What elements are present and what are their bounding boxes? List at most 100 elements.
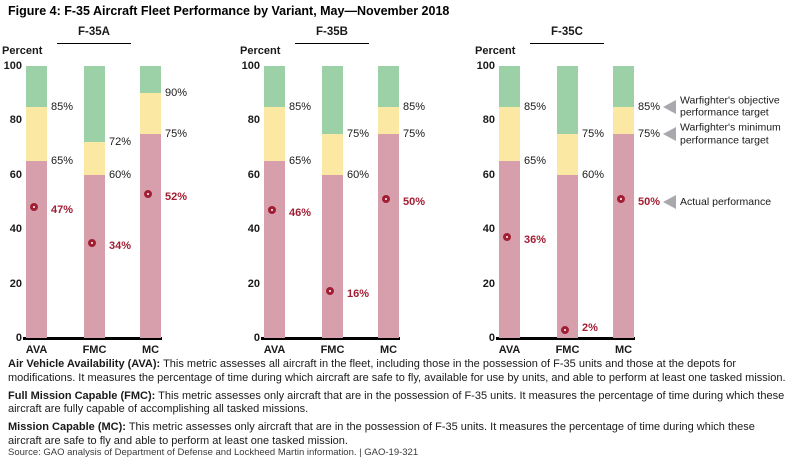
category-label-mc: MC <box>141 344 160 356</box>
legend-arrow-icon <box>663 99 676 114</box>
actual-performance-label: 52% <box>165 190 188 203</box>
objective-target-label: 85% <box>403 100 426 113</box>
segment-between-targets <box>264 106 285 162</box>
objective-target-label: 85% <box>524 100 547 113</box>
segment-above-objective <box>378 66 399 107</box>
segment-above-objective <box>557 66 578 134</box>
segment-between-targets <box>557 134 578 175</box>
note-fmc-text: This metric assesses only aircraft that … <box>8 389 785 416</box>
segment-between-targets <box>140 93 161 134</box>
category-label-fmc: FMC <box>320 344 345 356</box>
segment-below-minimum <box>140 134 161 338</box>
x-axis-baseline <box>23 337 162 340</box>
y-axis-tick: 100 <box>3 60 22 72</box>
axis-title-percent: Percent <box>240 45 281 57</box>
axis-title-percent: Percent <box>475 45 516 57</box>
y-axis-tick: 60 <box>9 168 22 181</box>
y-axis-tick: 0 <box>253 332 260 344</box>
objective-target-label: 75% <box>347 128 370 140</box>
actual-performance-marker <box>381 195 390 203</box>
segment-below-minimum <box>613 134 634 338</box>
minimum-target-label: 75% <box>638 128 661 140</box>
segment-between-targets <box>322 134 343 175</box>
variant-header-f35b: F-35B <box>316 26 348 38</box>
minimum-target-label: 65% <box>51 155 74 168</box>
actual-performance-label: 36% <box>524 234 547 247</box>
objective-target-label: 85% <box>51 100 74 113</box>
segment-below-minimum <box>557 174 578 338</box>
y-axis-tick: 40 <box>9 223 22 236</box>
segment-below-minimum <box>26 161 47 338</box>
actual-performance-label: 16% <box>347 288 370 301</box>
segment-between-targets <box>499 106 520 162</box>
actual-performance-marker <box>87 238 96 247</box>
y-axis-tick: 100 <box>241 60 260 72</box>
legend-label-0: Warfighter's objective performance targe… <box>680 94 780 119</box>
minimum-target-label: 60% <box>109 168 132 181</box>
segment-below-minimum <box>84 174 105 338</box>
note-ava: Air Vehicle Availability (AVA): This met… <box>8 358 786 385</box>
figure-title: Figure 4: F-35 Aircraft Fleet Performanc… <box>8 4 450 18</box>
y-axis-tick: 80 <box>247 114 260 127</box>
objective-target-label: 85% <box>638 100 661 113</box>
actual-performance-marker <box>560 325 569 334</box>
y-axis-tick: 80 <box>482 114 495 127</box>
y-axis-tick: 60 <box>247 168 260 181</box>
category-label-mc: MC <box>379 344 398 356</box>
category-label-ava: AVA <box>263 344 286 356</box>
actual-performance-label: 2% <box>582 322 598 334</box>
actual-performance-marker <box>143 189 152 198</box>
note-fmc-term: Full Mission Capable (FMC): <box>8 389 156 402</box>
objective-target-label: 72% <box>109 136 132 149</box>
variant-underline <box>295 43 369 44</box>
segment-above-objective <box>322 66 343 134</box>
legend-arrow-icon <box>663 127 676 141</box>
segment-above-objective <box>613 66 634 107</box>
segment-between-targets <box>84 142 105 175</box>
category-label-fmc: FMC <box>82 344 107 356</box>
segment-between-targets <box>26 106 47 162</box>
actual-performance-label: 50% <box>638 196 661 208</box>
legend-arrow-icon <box>663 195 676 209</box>
variant-underline <box>57 43 131 44</box>
actual-performance-label: 46% <box>289 206 312 219</box>
segment-above-objective <box>499 66 520 107</box>
minimum-target-label: 65% <box>289 155 312 168</box>
objective-target-label: 90% <box>165 87 188 100</box>
segment-above-objective <box>264 66 285 107</box>
actual-performance-label: 34% <box>109 239 132 252</box>
note-ava-text: This metric assesses all aircraft in the… <box>8 358 786 384</box>
minimum-target-label: 75% <box>165 128 188 140</box>
note-fmc: Full Mission Capable (FMC): This metric … <box>8 390 786 417</box>
actual-performance-marker <box>616 195 625 203</box>
segment-below-minimum <box>378 134 399 338</box>
y-axis-tick: 20 <box>9 277 22 290</box>
source-line: Source: GAO analysis of Department of De… <box>8 447 419 458</box>
y-axis-tick: 20 <box>247 277 260 290</box>
segment-below-minimum <box>499 161 520 338</box>
segment-above-objective <box>140 66 161 94</box>
variant-header-f35c: F-35C <box>551 26 583 38</box>
y-axis-tick: 100 <box>476 60 495 72</box>
minimum-target-label: 60% <box>347 168 370 181</box>
category-label-ava: AVA <box>498 344 521 356</box>
actual-performance-marker <box>29 203 38 212</box>
note-mc-term: Mission Capable (MC): <box>8 421 126 433</box>
variant-header-f35a: F-35A <box>78 26 110 38</box>
actual-performance-label: 50% <box>403 196 426 208</box>
y-axis-tick: 80 <box>9 114 22 127</box>
segment-below-minimum <box>264 161 285 338</box>
legend-label-1: Warfighter's minimum performance target <box>680 121 781 147</box>
y-axis-tick: 40 <box>247 223 260 236</box>
variant-underline <box>530 43 604 44</box>
y-axis-tick: 60 <box>482 168 495 181</box>
actual-performance-label: 47% <box>51 204 74 217</box>
y-axis-tick: 40 <box>482 223 495 236</box>
actual-performance-marker <box>325 287 334 296</box>
note-ava-term: Air Vehicle Availability (AVA): <box>8 358 161 370</box>
objective-target-label: 85% <box>289 100 312 113</box>
actual-performance-marker <box>502 233 511 242</box>
y-axis-tick: 0 <box>15 332 22 344</box>
segment-between-targets <box>613 106 634 134</box>
note-mc: Mission Capable (MC): This metric assess… <box>8 421 786 448</box>
